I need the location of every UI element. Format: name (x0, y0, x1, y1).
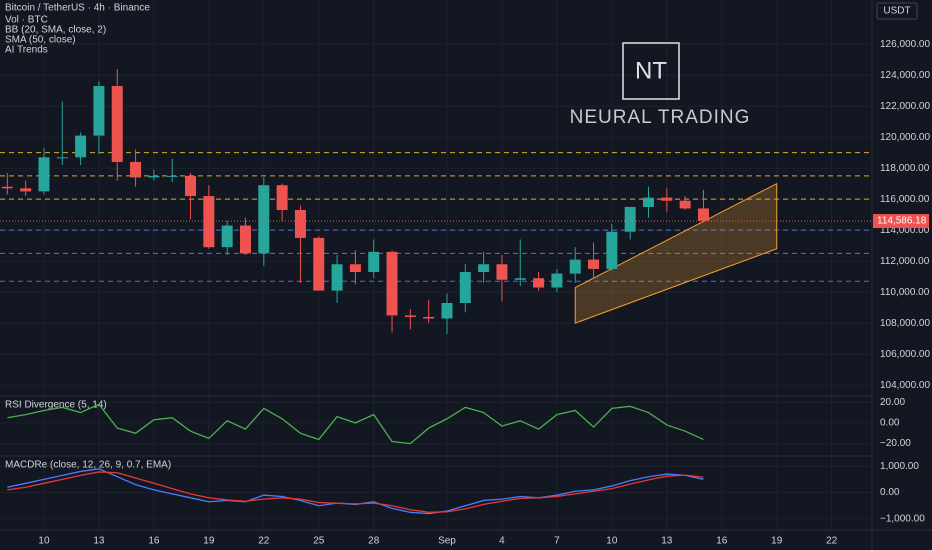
candle-body (679, 200, 691, 209)
candle-body (38, 157, 50, 192)
y-tick-label: 106,000.00 (880, 349, 930, 360)
pane-title: MACDRe (close, 12, 26, 9, 0.7, EMA) (5, 460, 171, 471)
candle-body (624, 206, 636, 232)
candle-body (349, 264, 361, 273)
candle-body (203, 196, 215, 248)
y-tick-label: 104,000.00 (880, 380, 930, 391)
y-tick-label: 110,000.00 (880, 287, 930, 298)
candle-body (643, 197, 654, 207)
candle-body (588, 259, 600, 269)
brand-box (622, 42, 680, 100)
candle-body (404, 315, 416, 317)
candle-body (221, 225, 233, 248)
candle-body (294, 210, 306, 238)
y-tick-label: 126,000.00 (880, 39, 930, 50)
y-tick-label: 1,000.00 (880, 461, 919, 472)
x-tick-label: 13 (661, 536, 673, 547)
candle-body (130, 161, 142, 178)
y-tick-label: 112,000.00 (880, 256, 930, 267)
candle-body (166, 175, 178, 177)
candle-body (514, 278, 526, 280)
pane-title: RSI Divergence (5, 14) (5, 400, 107, 411)
x-tick-label: 19 (203, 536, 215, 547)
trend-channel (574, 182, 778, 324)
brand-mark: NT (635, 57, 667, 84)
candle-body (386, 251, 398, 316)
candle-body (276, 185, 288, 211)
x-tick-label: 16 (716, 536, 728, 547)
legend-item: AI Trends (5, 45, 48, 56)
candle-body (459, 272, 471, 304)
candle-body (258, 185, 270, 254)
x-tick-label: Sep (438, 536, 456, 547)
legend-item: SMA (50, close) (5, 35, 76, 46)
x-tick-label: 19 (771, 536, 783, 547)
chart-title: Bitcoin / TetherUS · 4h · Binance (5, 3, 150, 14)
last-price-tag (873, 214, 929, 229)
y-tick-label: 0.00 (880, 418, 900, 429)
x-tick-label: 7 (554, 536, 560, 547)
x-tick-label: 4 (499, 536, 505, 547)
candle-body (697, 208, 709, 221)
candle-body (20, 188, 32, 192)
candle-body (111, 86, 123, 162)
y-tick-label: 120,000.00 (880, 132, 930, 143)
y-tick-label: −1,000.00 (880, 514, 925, 525)
y-tick-label: 0.00 (880, 487, 900, 498)
x-tick-label: 22 (826, 536, 838, 547)
candle-body (75, 135, 87, 158)
candle-body (569, 259, 581, 274)
y-tick-label: 20.00 (880, 397, 905, 408)
y-tick-label: 108,000.00 (880, 318, 930, 329)
legend-item: Vol · BTC (5, 15, 48, 26)
candle-body (239, 225, 251, 254)
x-tick-label: 16 (148, 536, 160, 547)
y-tick-label: 124,000.00 (880, 70, 930, 81)
candle-body (368, 251, 380, 273)
x-tick-label: 22 (258, 536, 270, 547)
legend-item: BB (20, SMA, close, 2) (5, 25, 106, 36)
currency-box[interactable] (876, 2, 918, 20)
candle-body (56, 157, 68, 159)
y-tick-label: 118,000.00 (880, 163, 930, 174)
candle-body (185, 175, 197, 197)
candle-body (331, 264, 343, 291)
candle-body (533, 278, 545, 288)
candle-body (661, 197, 673, 201)
currency[interactable]: USDT (883, 6, 910, 17)
x-tick-label: 10 (38, 536, 50, 547)
x-tick-label: 28 (368, 536, 380, 547)
candle-body (478, 264, 490, 273)
y-tick-label: 122,000.00 (880, 101, 930, 112)
macd-line (7, 471, 704, 513)
y-tick-label: 116,000.00 (880, 194, 930, 205)
candle-body (148, 175, 160, 178)
candle-body (93, 86, 105, 136)
y-tick-label: 114,000.00 (880, 225, 930, 236)
candle-body (551, 273, 563, 288)
y-tick-label: −20.00 (880, 438, 911, 449)
candle-body (1, 186, 13, 189)
candle-body (496, 264, 508, 280)
candle-body (606, 231, 618, 269)
brand-name: NEURAL TRADING (570, 107, 751, 128)
candle-body (313, 237, 325, 291)
x-tick-label: 25 (313, 536, 325, 547)
rsi-line (7, 403, 704, 445)
last-price-label: 114,586.18 (877, 216, 927, 227)
candle-body (423, 316, 435, 319)
x-tick-label: 13 (93, 536, 105, 547)
x-tick-label: 10 (606, 536, 618, 547)
candle-body (441, 303, 453, 319)
